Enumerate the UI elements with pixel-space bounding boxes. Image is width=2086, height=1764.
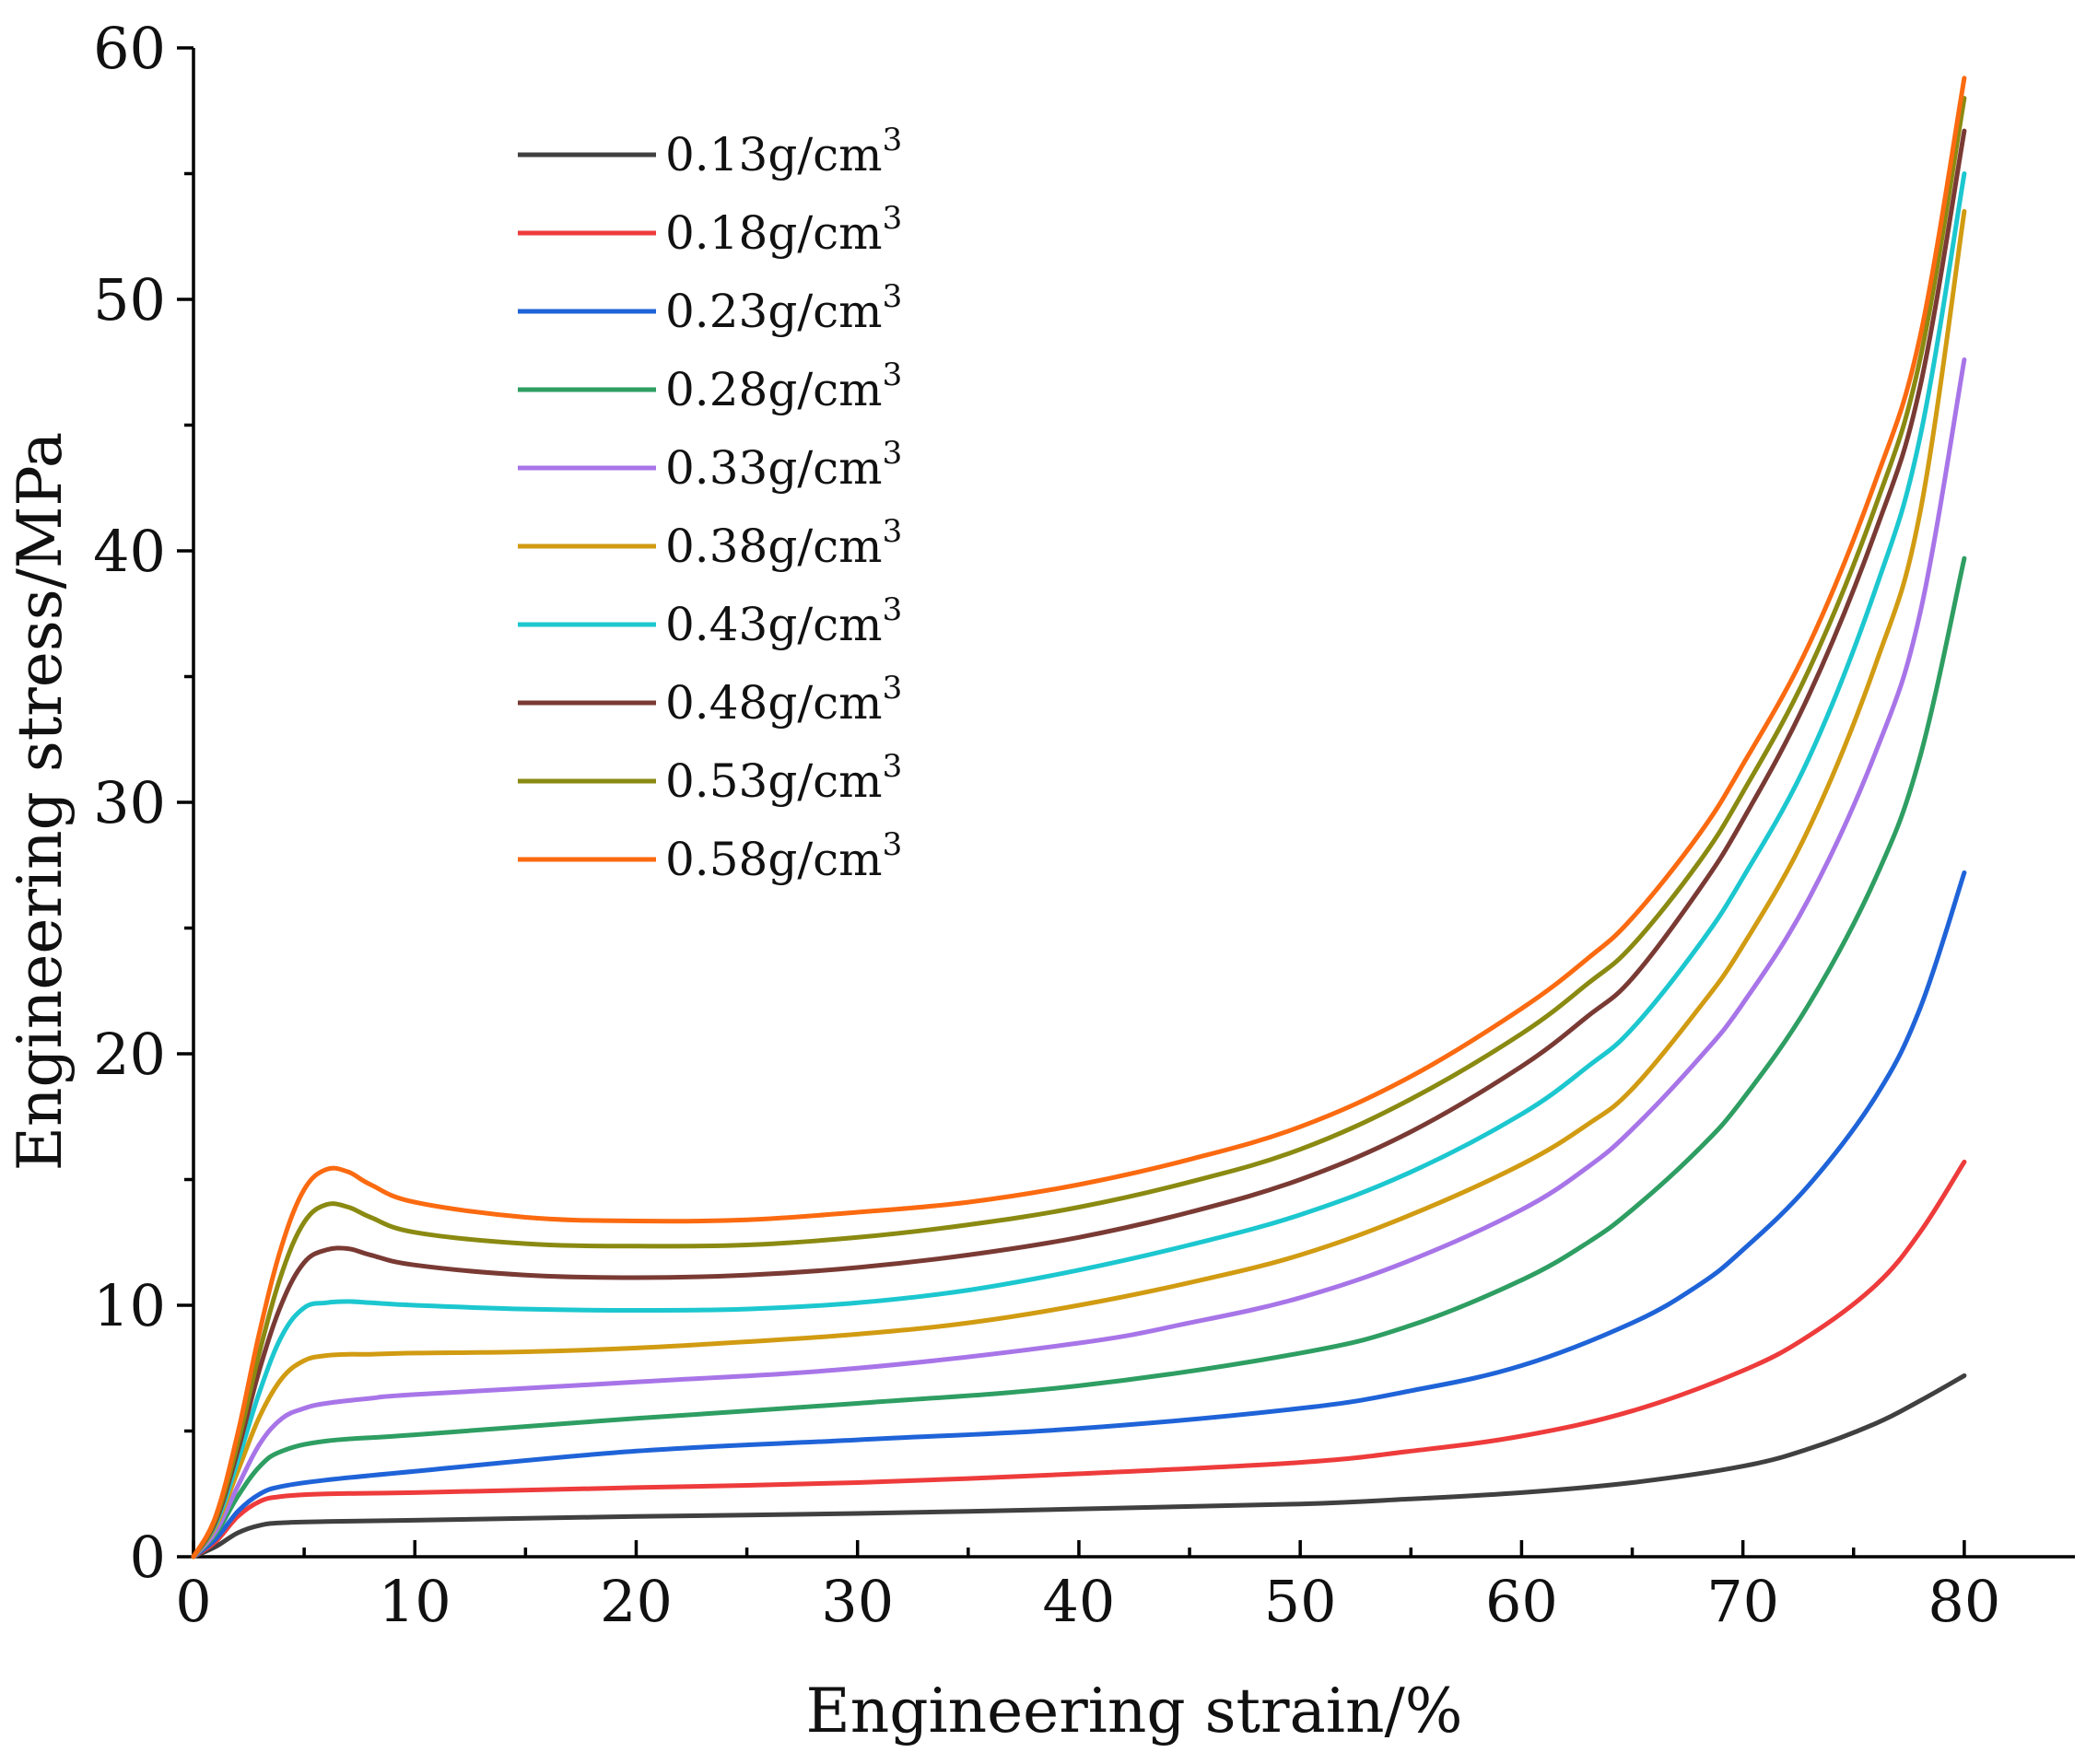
legend-label: 0.58g/cm3: [665, 826, 902, 886]
y-tick-label: 10: [93, 1272, 166, 1339]
axes: [192, 48, 2075, 1559]
series-lines: [191, 76, 1967, 1560]
x-tick-label: 80: [1928, 1568, 2000, 1635]
legend-label: 0.23g/cm3: [665, 278, 902, 338]
legend-label-superscript: 3: [883, 591, 903, 628]
legend-label-text: 0.53g/cm: [665, 754, 883, 808]
legend-label-text: 0.48g/cm: [665, 676, 883, 730]
legend-item: 0.43g/cm3: [518, 591, 902, 651]
x-tick-label: 10: [379, 1568, 451, 1635]
legend-label: 0.18g/cm3: [665, 200, 902, 260]
legend-label-superscript: 3: [883, 513, 903, 550]
legend-label-superscript: 3: [883, 278, 903, 315]
legend-label: 0.28g/cm3: [665, 356, 902, 416]
legend-label-superscript: 3: [883, 122, 903, 158]
y-tick-label: 20: [93, 1021, 166, 1088]
y-tick-label: 40: [93, 518, 166, 585]
legend-label-superscript: 3: [883, 670, 903, 707]
x-axis-title: Engineering strain/%: [806, 1676, 1463, 1746]
legend-label: 0.13g/cm3: [665, 122, 902, 181]
series-line-0-18g-cm3: [191, 1159, 1967, 1560]
y-tick-label: 60: [93, 15, 166, 82]
legend-item: 0.53g/cm3: [518, 748, 902, 808]
legend-label: 0.33g/cm3: [665, 435, 902, 495]
x-tick-label: 0: [175, 1568, 211, 1635]
y-axis-title: Engineering stress/MPa: [5, 432, 76, 1171]
legend-label: 0.48g/cm3: [665, 670, 902, 730]
x-tick-label: 70: [1706, 1568, 1779, 1635]
x-tick-label: 60: [1485, 1568, 1558, 1635]
series-line-0-23g-cm3: [191, 870, 1967, 1560]
series-line-0-43g-cm3: [191, 171, 1967, 1560]
x-tick-label: 50: [1264, 1568, 1337, 1635]
series-line-0-33g-cm3: [191, 357, 1967, 1560]
legend-item: 0.28g/cm3: [518, 356, 902, 416]
legend-label-text: 0.33g/cm: [665, 441, 883, 495]
series-line-0-38g-cm3: [191, 208, 1967, 1560]
legend-label-text: 0.23g/cm: [665, 285, 883, 338]
series-line-0-58g-cm3: [191, 76, 1967, 1560]
ticks: [177, 46, 1966, 1559]
y-tick-label: 50: [93, 266, 166, 333]
legend-label-text: 0.28g/cm: [665, 363, 883, 416]
legend-label: 0.43g/cm3: [665, 591, 902, 651]
legend-label-text: 0.58g/cm: [665, 833, 883, 886]
x-tick-label: 30: [821, 1568, 894, 1635]
legend-item: 0.48g/cm3: [518, 670, 902, 730]
legend-label-superscript: 3: [883, 826, 903, 863]
legend-label-superscript: 3: [883, 356, 903, 393]
legend-label-text: 0.18g/cm: [665, 206, 883, 260]
x-tick-label: 40: [1042, 1568, 1115, 1635]
legend-item: 0.33g/cm3: [518, 435, 902, 495]
y-tick-label: 0: [130, 1524, 166, 1591]
legend-label: 0.38g/cm3: [665, 513, 902, 573]
x-tick-label: 20: [600, 1568, 673, 1635]
y-tick-label: 30: [93, 769, 166, 836]
series-line-0-28g-cm3: [191, 555, 1967, 1560]
legend-item: 0.23g/cm3: [518, 278, 902, 338]
legend: 0.13g/cm30.18g/cm30.23g/cm30.28g/cm30.33…: [518, 122, 902, 886]
legend-item: 0.18g/cm3: [518, 200, 902, 260]
legend-label-superscript: 3: [883, 435, 903, 472]
legend-label-text: 0.13g/cm: [665, 128, 883, 181]
legend-label-superscript: 3: [883, 200, 903, 237]
legend-item: 0.13g/cm3: [518, 122, 902, 181]
series-line-0-48g-cm3: [191, 128, 1967, 1560]
tick-labels: 0 10 20 30 40 50 60 70 80 0 10 20 30 40 50 60: [93, 15, 2000, 1635]
series-line-0-53g-cm3: [191, 96, 1967, 1560]
legend-label-superscript: 3: [883, 748, 903, 785]
legend-item: 0.38g/cm3: [518, 513, 902, 573]
legend-label-text: 0.43g/cm: [665, 598, 883, 651]
series-line-0-13g-cm3: [191, 1373, 1967, 1560]
legend-label-text: 0.38g/cm: [665, 520, 883, 573]
legend-item: 0.58g/cm3: [518, 826, 902, 886]
legend-label: 0.53g/cm3: [665, 748, 902, 808]
